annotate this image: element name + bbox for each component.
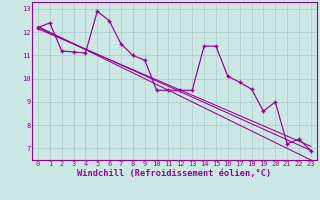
X-axis label: Windchill (Refroidissement éolien,°C): Windchill (Refroidissement éolien,°C): [77, 169, 272, 178]
